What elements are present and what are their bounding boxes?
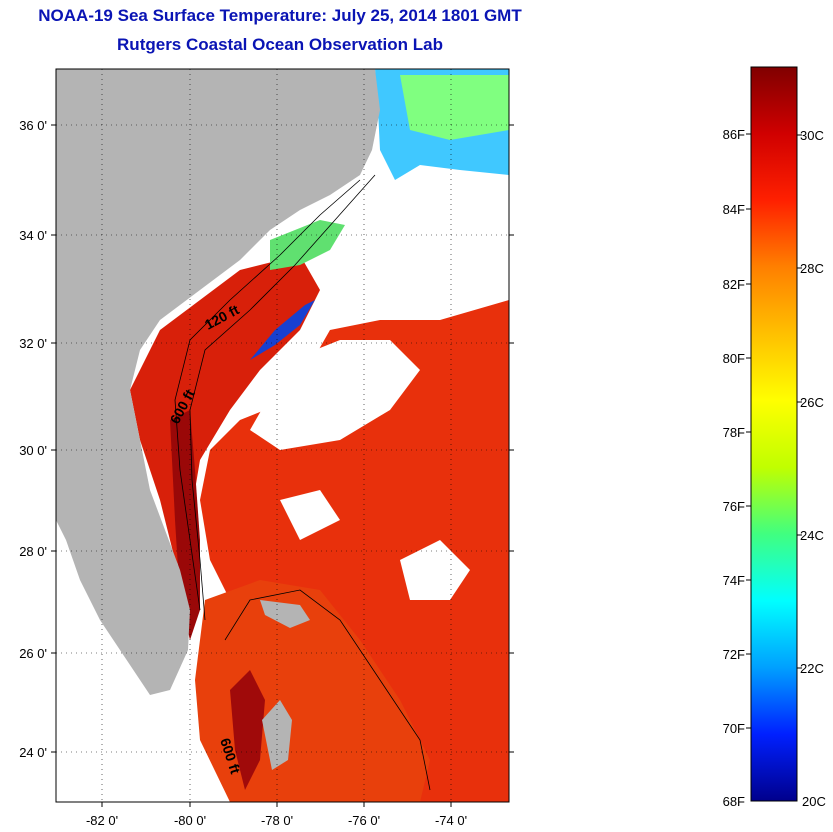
colorbar-f-label: 72F <box>723 647 745 662</box>
lon-tick-label: -74 0' <box>435 813 467 828</box>
contour-bahamas <box>224 589 431 791</box>
lon-tick-label: -76 0' <box>348 813 380 828</box>
cloud-gap-3 <box>280 490 340 540</box>
colorbar <box>750 66 798 802</box>
lat-tick-label: 24 0' <box>19 745 47 760</box>
cloud-gap-2 <box>400 540 470 600</box>
colorbar-f-label: 80F <box>723 351 745 366</box>
colorbar-c-label: 24C <box>800 528 824 543</box>
lon-tick-label: -78 0' <box>261 813 293 828</box>
colorbar-f-label: 86F <box>723 127 745 142</box>
colorbar-c-tick-marks <box>797 134 802 669</box>
lon-tick-marks <box>101 802 452 807</box>
colorbar-f-min-label: 68F <box>723 794 745 809</box>
map-grid <box>56 69 509 802</box>
colorbar-f-label: 76F <box>723 499 745 514</box>
sst-region-carolina <box>270 220 345 270</box>
colorbar-f-label: 70F <box>723 721 745 736</box>
map-title: NOAA-19 Sea Surface Temperature: July 25… <box>38 6 522 25</box>
map-subtitle: Rutgers Coastal Ocean Observation Lab <box>117 35 443 54</box>
lat-tick-label: 28 0' <box>19 544 47 559</box>
colorbar-f-label: 82F <box>723 277 745 292</box>
lat-tick-marks <box>51 124 514 753</box>
lat-tick-label: 34 0' <box>19 228 47 243</box>
sst-region-north-green <box>400 75 509 140</box>
lon-tick-label: -80 0' <box>174 813 206 828</box>
land-us-coast <box>56 69 380 695</box>
lat-tick-label: 26 0' <box>19 646 47 661</box>
lat-tick-label: 36 0' <box>19 118 47 133</box>
colorbar-f-tick-marks <box>746 133 751 729</box>
colorbar-c-min-label: 20C <box>802 794 826 809</box>
lon-tick-label: -82 0' <box>86 813 118 828</box>
colorbar-c-label: 28C <box>800 261 824 276</box>
colorbar-f-label: 78F <box>723 425 745 440</box>
colorbar-f-label: 84F <box>723 202 745 217</box>
sst-region-gulfstream <box>170 410 200 640</box>
lat-tick-label: 32 0' <box>19 336 47 351</box>
lat-tick-label: 30 0' <box>19 443 47 458</box>
sst-region-bahamas-hot <box>230 670 265 790</box>
land-bahamas-abaco <box>260 600 310 628</box>
colorbar-f-label: 74F <box>723 573 745 588</box>
cloud-gap-1 <box>250 340 420 450</box>
colorbar-c-label: 30C <box>800 128 824 143</box>
colorbar-c-label: 22C <box>800 661 824 676</box>
sst-region-cold-patch <box>250 300 315 360</box>
colorbar-c-label: 26C <box>800 395 824 410</box>
map-frame <box>55 68 510 803</box>
